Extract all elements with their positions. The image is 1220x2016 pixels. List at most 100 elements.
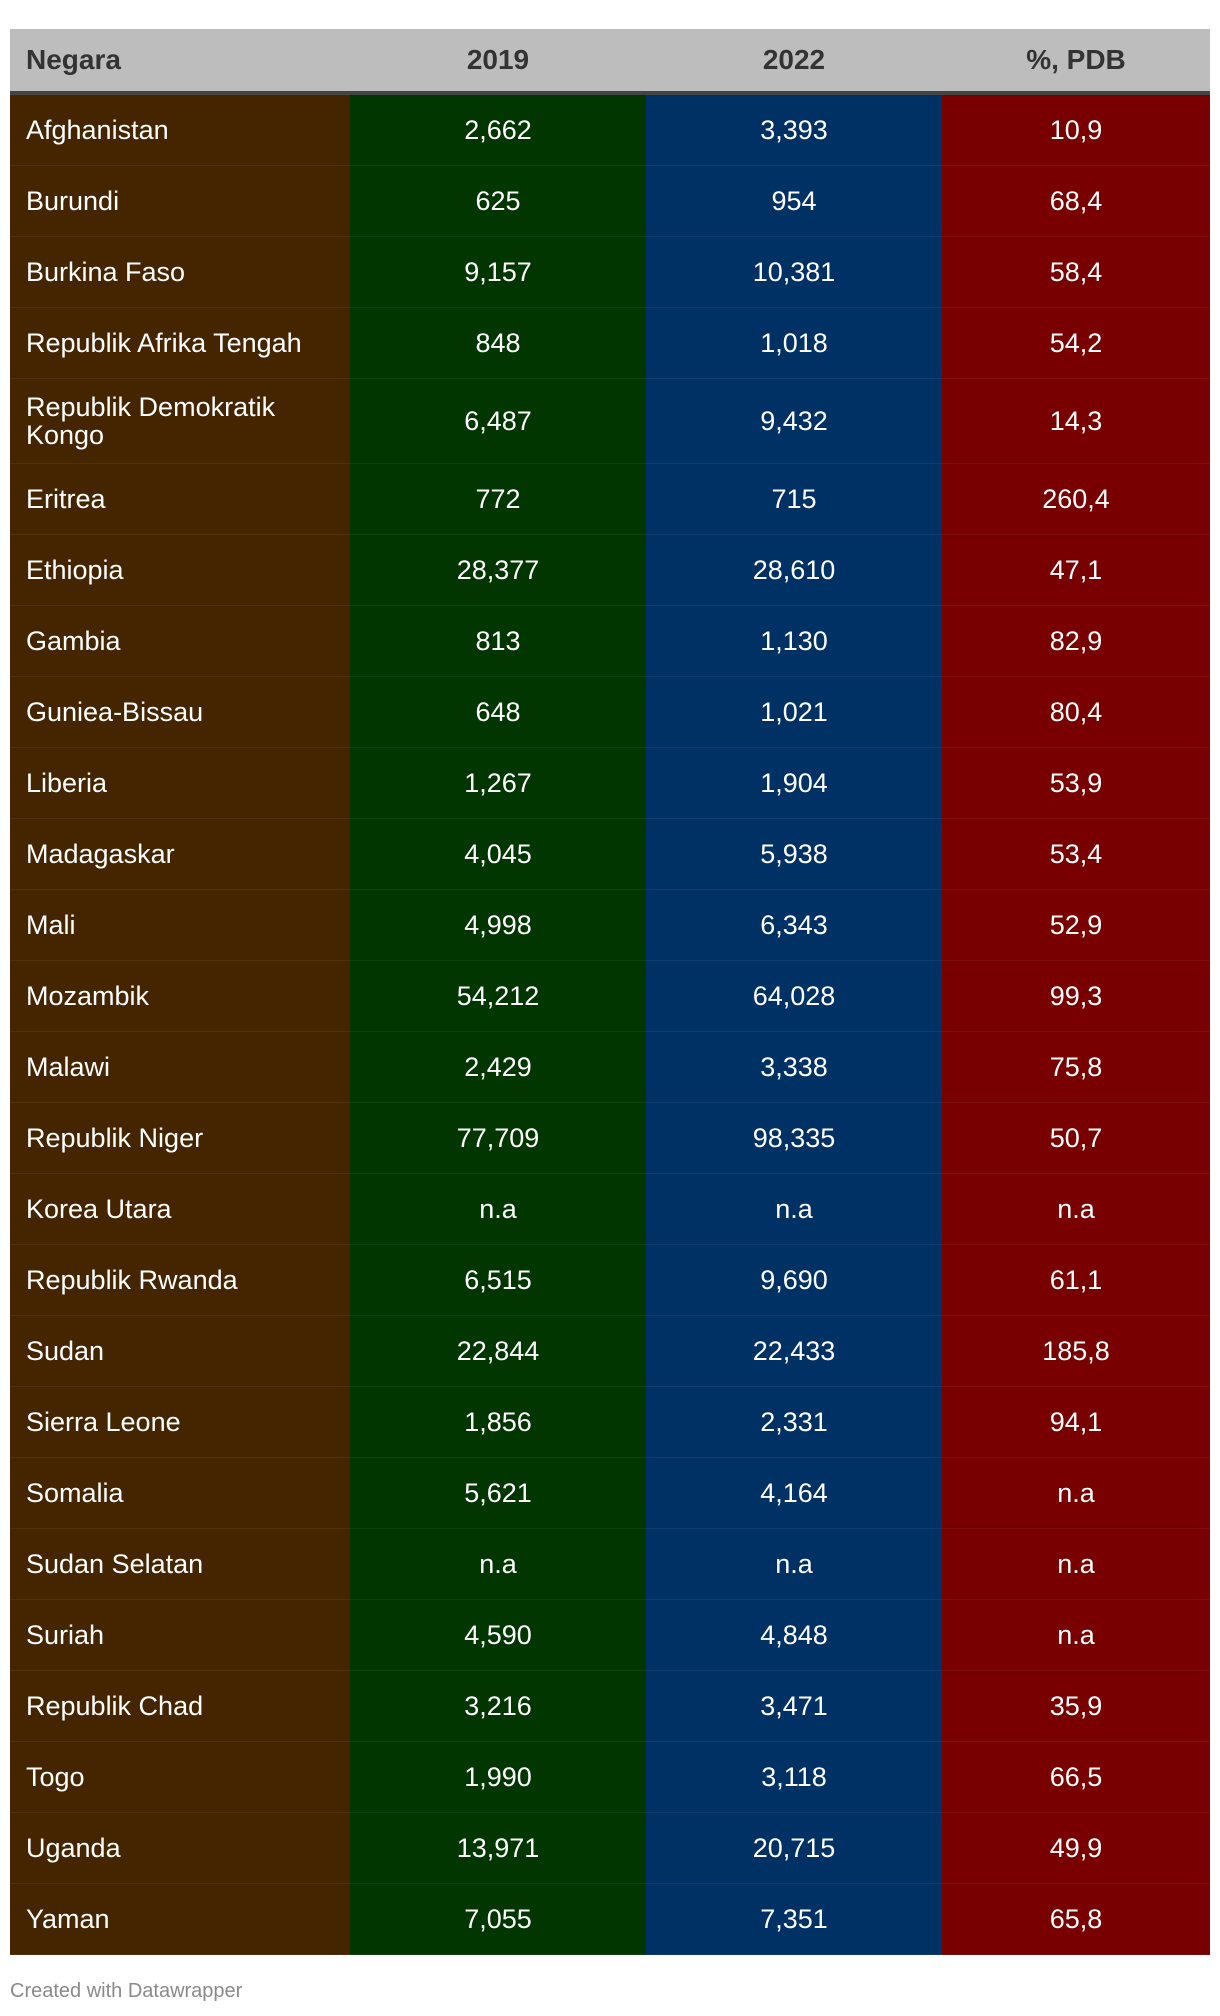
pdb-percent-cell: 58,4: [942, 236, 1210, 308]
table-body: Afghanistan 2,662 3,393 10,9 Burundi 625 954 68…: [10, 93, 1210, 1955]
country-cell: Yaman: [10, 1883, 350, 1955]
column-header-pdb[interactable]: %, PDB: [942, 29, 1210, 95]
value-2022-cell: 1,018: [646, 307, 942, 379]
value-2022-cell: 5,938: [646, 818, 942, 890]
country-cell: Sudan: [10, 1315, 350, 1387]
column-header-2019[interactable]: 2019: [350, 29, 646, 95]
country-cell: Mali: [10, 889, 350, 961]
country-cell: Malawi: [10, 1031, 350, 1103]
value-2022-cell: 9,690: [646, 1244, 942, 1316]
value-2019-cell: 813: [350, 605, 646, 677]
column-header-negara[interactable]: Negara: [10, 29, 350, 95]
value-2019-cell: 848: [350, 307, 646, 379]
value-2022-cell: 4,164: [646, 1457, 942, 1529]
country-cell: Mozambik: [10, 960, 350, 1032]
pdb-percent-cell: 61,1: [942, 1244, 1210, 1316]
country-cell: Liberia: [10, 747, 350, 819]
country-cell: Togo: [10, 1741, 350, 1813]
value-2019-cell: 4,998: [350, 889, 646, 961]
table-row: Mali 4,998 6,343 52,9: [10, 889, 1210, 961]
country-cell: Suriah: [10, 1599, 350, 1671]
table-row: Guniea-Bissau 648 1,021 80,4: [10, 676, 1210, 748]
value-2019-cell: n.a: [350, 1173, 646, 1245]
value-2022-cell: 2,331: [646, 1386, 942, 1458]
value-2019-cell: 1,267: [350, 747, 646, 819]
pdb-percent-cell: 66,5: [942, 1741, 1210, 1813]
value-2019-cell: 4,045: [350, 818, 646, 890]
value-2022-cell: 98,335: [646, 1102, 942, 1174]
pdb-percent-cell: 50,7: [942, 1102, 1210, 1174]
table-row: Togo 1,990 3,118 66,5: [10, 1741, 1210, 1813]
pdb-percent-cell: n.a: [942, 1457, 1210, 1529]
pdb-percent-cell: 53,9: [942, 747, 1210, 819]
column-header-2022[interactable]: 2022: [646, 29, 942, 95]
pdb-percent-cell: 82,9: [942, 605, 1210, 677]
value-2019-cell: 77,709: [350, 1102, 646, 1174]
country-cell: Burkina Faso: [10, 236, 350, 308]
footer-credit: Created with Datawrapper: [10, 1980, 243, 2002]
table-row: Somalia 5,621 4,164 n.a: [10, 1457, 1210, 1529]
pdb-percent-cell: 68,4: [942, 165, 1210, 237]
value-2019-cell: 1,856: [350, 1386, 646, 1458]
value-2019-cell: 6,487: [350, 378, 646, 464]
pdb-percent-cell: 52,9: [942, 889, 1210, 961]
value-2019-cell: 4,590: [350, 1599, 646, 1671]
table-row: Republik Niger 77,709 98,335 50,7: [10, 1102, 1210, 1174]
value-2019-cell: 2,662: [350, 93, 646, 166]
country-cell: Uganda: [10, 1812, 350, 1884]
value-2022-cell: 7,351: [646, 1883, 942, 1955]
pdb-percent-cell: 94,1: [942, 1386, 1210, 1458]
country-cell: Afghanistan: [10, 93, 350, 166]
country-cell: Republik Demokratik Kongo: [10, 378, 350, 464]
table-row: Suriah 4,590 4,848 n.a: [10, 1599, 1210, 1671]
pdb-percent-cell: n.a: [942, 1599, 1210, 1671]
pdb-percent-cell: 10,9: [942, 93, 1210, 166]
value-2022-cell: n.a: [646, 1528, 942, 1600]
value-2022-cell: 3,471: [646, 1670, 942, 1742]
country-cell: Korea Utara: [10, 1173, 350, 1245]
country-cell: Ethiopia: [10, 534, 350, 606]
value-2022-cell: 1,130: [646, 605, 942, 677]
value-2022-cell: 1,021: [646, 676, 942, 748]
table-row: Liberia 1,267 1,904 53,9: [10, 747, 1210, 819]
table-row: Republik Chad 3,216 3,471 35,9: [10, 1670, 1210, 1742]
country-cell: Madagaskar: [10, 818, 350, 890]
table-row: Eritrea 772 715 260,4: [10, 463, 1210, 535]
country-cell: Sudan Selatan: [10, 1528, 350, 1600]
value-2019-cell: 625: [350, 165, 646, 237]
table-row: Republik Demokratik Kongo 6,487 9,432 14,3: [10, 378, 1210, 464]
table-row: Republik Afrika Tengah 848 1,018 54,2: [10, 307, 1210, 379]
country-cell: Republik Niger: [10, 1102, 350, 1174]
value-2022-cell: n.a: [646, 1173, 942, 1245]
value-2022-cell: 3,338: [646, 1031, 942, 1103]
pdb-percent-cell: 260,4: [942, 463, 1210, 535]
value-2019-cell: n.a: [350, 1528, 646, 1600]
country-cell: Burundi: [10, 165, 350, 237]
value-2019-cell: 2,429: [350, 1031, 646, 1103]
value-2019-cell: 28,377: [350, 534, 646, 606]
table-row: Gambia 813 1,130 82,9: [10, 605, 1210, 677]
pdb-percent-cell: 14,3: [942, 378, 1210, 464]
value-2019-cell: 13,971: [350, 1812, 646, 1884]
table-row: Ethiopia 28,377 28,610 47,1: [10, 534, 1210, 606]
table-row: Madagaskar 4,045 5,938 53,4: [10, 818, 1210, 890]
value-2022-cell: 28,610: [646, 534, 942, 606]
table-row: Uganda 13,971 20,715 49,9: [10, 1812, 1210, 1884]
pdb-percent-cell: 53,4: [942, 818, 1210, 890]
country-cell: Republik Chad: [10, 1670, 350, 1742]
pdb-percent-cell: 80,4: [942, 676, 1210, 748]
table-row: Afghanistan 2,662 3,393 10,9: [10, 93, 1210, 166]
data-table-container: Negara 2019 2022 %, PDB Afghanistan 2,662…: [10, 29, 1210, 1955]
table-row: Republik Rwanda 6,515 9,690 61,1: [10, 1244, 1210, 1316]
value-2022-cell: 4,848: [646, 1599, 942, 1671]
table-header: Negara 2019 2022 %, PDB: [10, 29, 1210, 95]
table-row: Malawi 2,429 3,338 75,8: [10, 1031, 1210, 1103]
table-row: Yaman 7,055 7,351 65,8: [10, 1883, 1210, 1955]
value-2019-cell: 772: [350, 463, 646, 535]
pdb-percent-cell: 35,9: [942, 1670, 1210, 1742]
country-cell: Gambia: [10, 605, 350, 677]
country-cell: Republik Rwanda: [10, 1244, 350, 1316]
value-2022-cell: 954: [646, 165, 942, 237]
value-2019-cell: 5,621: [350, 1457, 646, 1529]
value-2019-cell: 9,157: [350, 236, 646, 308]
